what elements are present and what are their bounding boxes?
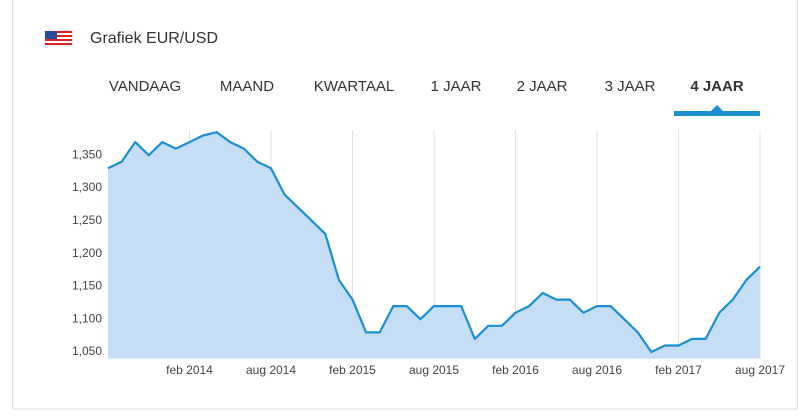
tab[interactable]: 4 JAAR: [690, 78, 744, 95]
area-fill: [108, 132, 760, 359]
x-tick-label: aug 2014: [246, 363, 296, 377]
x-tick-label: feb 2015: [329, 363, 376, 377]
y-tick-label: 1,100: [72, 311, 102, 325]
y-tick-label: 1,250: [72, 213, 102, 227]
x-tick-label: feb 2014: [166, 363, 213, 377]
tab[interactable]: 2 JAAR: [517, 78, 568, 95]
price-line: [107, 131, 761, 354]
y-tick-label: 1,050: [72, 344, 102, 358]
x-tick-label: aug 2015: [409, 363, 459, 377]
tab[interactable]: KWARTAAL: [314, 78, 395, 95]
y-tick-label: 1,200: [72, 246, 102, 260]
tab-indicator-arrow: [711, 105, 723, 111]
y-tick-label: 1,300: [72, 180, 102, 194]
y-tick-label: 1,350: [72, 147, 102, 161]
tab[interactable]: 3 JAAR: [605, 78, 656, 95]
tab-indicator: [674, 111, 760, 116]
x-tick-label: feb 2016: [492, 363, 539, 377]
widget-title: Grafiek EUR/USD: [90, 30, 218, 47]
flag: [44, 30, 73, 47]
x-tick-label: aug 2016: [572, 363, 622, 377]
chart: 1,050 1,100 1,150 1,200 1,250 1,300 1,350 feb 2…: [72, 130, 785, 377]
y-tick-label: 1,150: [72, 279, 102, 293]
x-tick-label: aug 2017: [735, 363, 785, 377]
tab[interactable]: VANDAAG: [109, 78, 181, 95]
tab[interactable]: MAAND: [220, 78, 274, 95]
tab-bar: VANDAAG MAAND KWARTAAL 1 JAAR 2 JAAR 3 JAAR 4 …: [109, 78, 760, 116]
x-tick-label: feb 2017: [655, 363, 702, 377]
tab[interactable]: 1 JAAR: [431, 78, 482, 95]
